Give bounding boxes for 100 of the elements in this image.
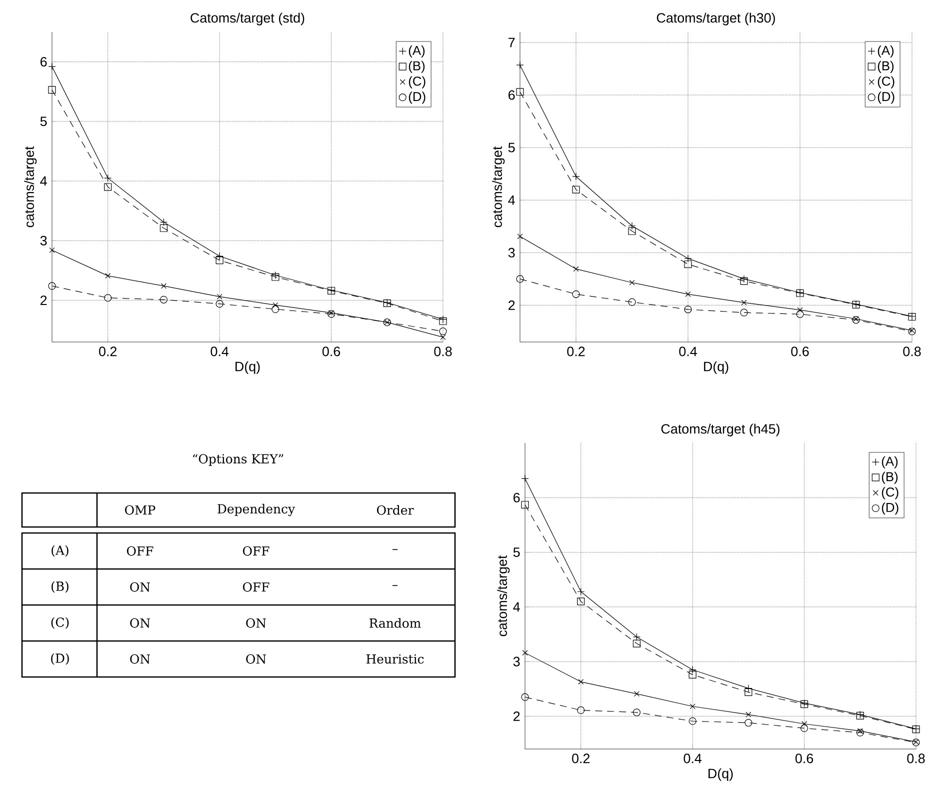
point (48, 282, 56, 290)
x-tick-label: 0.4 (210, 346, 229, 356)
point (48, 86, 56, 94)
y-tick-label: 3 (508, 248, 515, 258)
chart-title: Catoms/target (h45) (661, 424, 780, 436)
point (216, 294, 222, 300)
point (216, 300, 224, 308)
point (104, 294, 112, 302)
legend-label: (A) (882, 456, 898, 468)
point (740, 308, 748, 316)
text: ON (130, 582, 150, 592)
x-tick-label: 0.6 (795, 754, 814, 764)
point (746, 712, 752, 718)
x-tick-label: 0.2 (99, 346, 117, 356)
chart-title: Catoms/target (h30) (656, 12, 775, 26)
point (572, 290, 580, 298)
x-tick-label: 0.6 (791, 346, 809, 356)
y-tick-label: 7 (508, 38, 515, 48)
point (440, 334, 446, 340)
legend-label: (B) (882, 472, 898, 484)
legend-label: (B) (408, 60, 425, 73)
point (684, 306, 692, 314)
point (908, 328, 916, 336)
y-tick-label: 6 (508, 90, 515, 100)
point (272, 273, 280, 281)
legend-label: (C) (878, 76, 894, 88)
text: OFF (242, 546, 270, 556)
point (853, 316, 859, 322)
category-label: OMP (125, 505, 156, 515)
legend-label: (A) (408, 45, 425, 58)
y-tick-label: 5 (513, 548, 520, 557)
point (852, 316, 860, 324)
point (327, 310, 336, 318)
point (629, 280, 635, 286)
point (49, 247, 55, 253)
point (796, 310, 804, 318)
point (857, 728, 863, 734)
point (856, 728, 864, 736)
point (632, 640, 641, 648)
point (216, 256, 224, 264)
text: ON (246, 618, 266, 628)
point (572, 186, 580, 194)
point (909, 328, 915, 334)
y-tick-label: 2 (508, 300, 515, 310)
y-tick-label: 6 (514, 492, 520, 502)
point (522, 650, 528, 656)
point (104, 183, 112, 191)
x-tick-label: 0.2 (567, 346, 585, 356)
x-axis-title: D(q) (704, 361, 728, 374)
text: ON (130, 654, 150, 664)
point (740, 277, 748, 285)
y-tick-label: 2 (40, 296, 47, 305)
point (272, 305, 280, 313)
y-tick-label: 2 (514, 712, 520, 721)
category-label: (A) (52, 545, 68, 557)
y-axis-title: catoms/target (24, 146, 37, 228)
y-tick-label: 6 (40, 57, 47, 67)
point (688, 670, 696, 678)
category-label: Order (376, 505, 414, 515)
x-tick-label: 0.8 (903, 346, 921, 356)
point (516, 88, 524, 96)
point (628, 298, 636, 306)
legend-label: (D) (878, 92, 894, 104)
point (439, 327, 447, 336)
point (160, 224, 168, 232)
text: ON (130, 618, 150, 628)
category-label: (C) (51, 617, 69, 629)
x-tick-label: 0.8 (907, 754, 925, 764)
point (684, 260, 692, 268)
text: Random (370, 618, 421, 628)
point (160, 296, 168, 304)
point (634, 691, 640, 697)
text: – (392, 549, 398, 550)
point (688, 717, 696, 725)
legend-label: (B) (878, 60, 894, 73)
text: OFF (126, 546, 154, 556)
point (800, 724, 808, 732)
text: ON (246, 654, 266, 664)
point (577, 706, 585, 714)
legend-label: (D) (408, 92, 426, 104)
x-tick-label: 0.4 (684, 754, 702, 764)
y-tick-label: 3 (513, 656, 520, 666)
point (628, 227, 636, 235)
point (517, 234, 523, 240)
legend-label: (D) (882, 502, 898, 515)
point (516, 275, 524, 283)
point (685, 291, 691, 297)
point (573, 266, 579, 272)
x-tick-label: 0.4 (679, 346, 697, 356)
point (744, 718, 752, 727)
point (105, 273, 111, 279)
point (744, 688, 752, 696)
x-axis-title: D(q) (236, 361, 260, 374)
x-tick-label: 0.8 (434, 346, 452, 356)
legend-label: (A) (878, 45, 894, 58)
point (690, 704, 696, 710)
text: “Options KEY” (193, 454, 284, 466)
point (632, 708, 641, 716)
text: OFF (242, 582, 270, 592)
x-tick-label: 0.2 (572, 754, 590, 764)
